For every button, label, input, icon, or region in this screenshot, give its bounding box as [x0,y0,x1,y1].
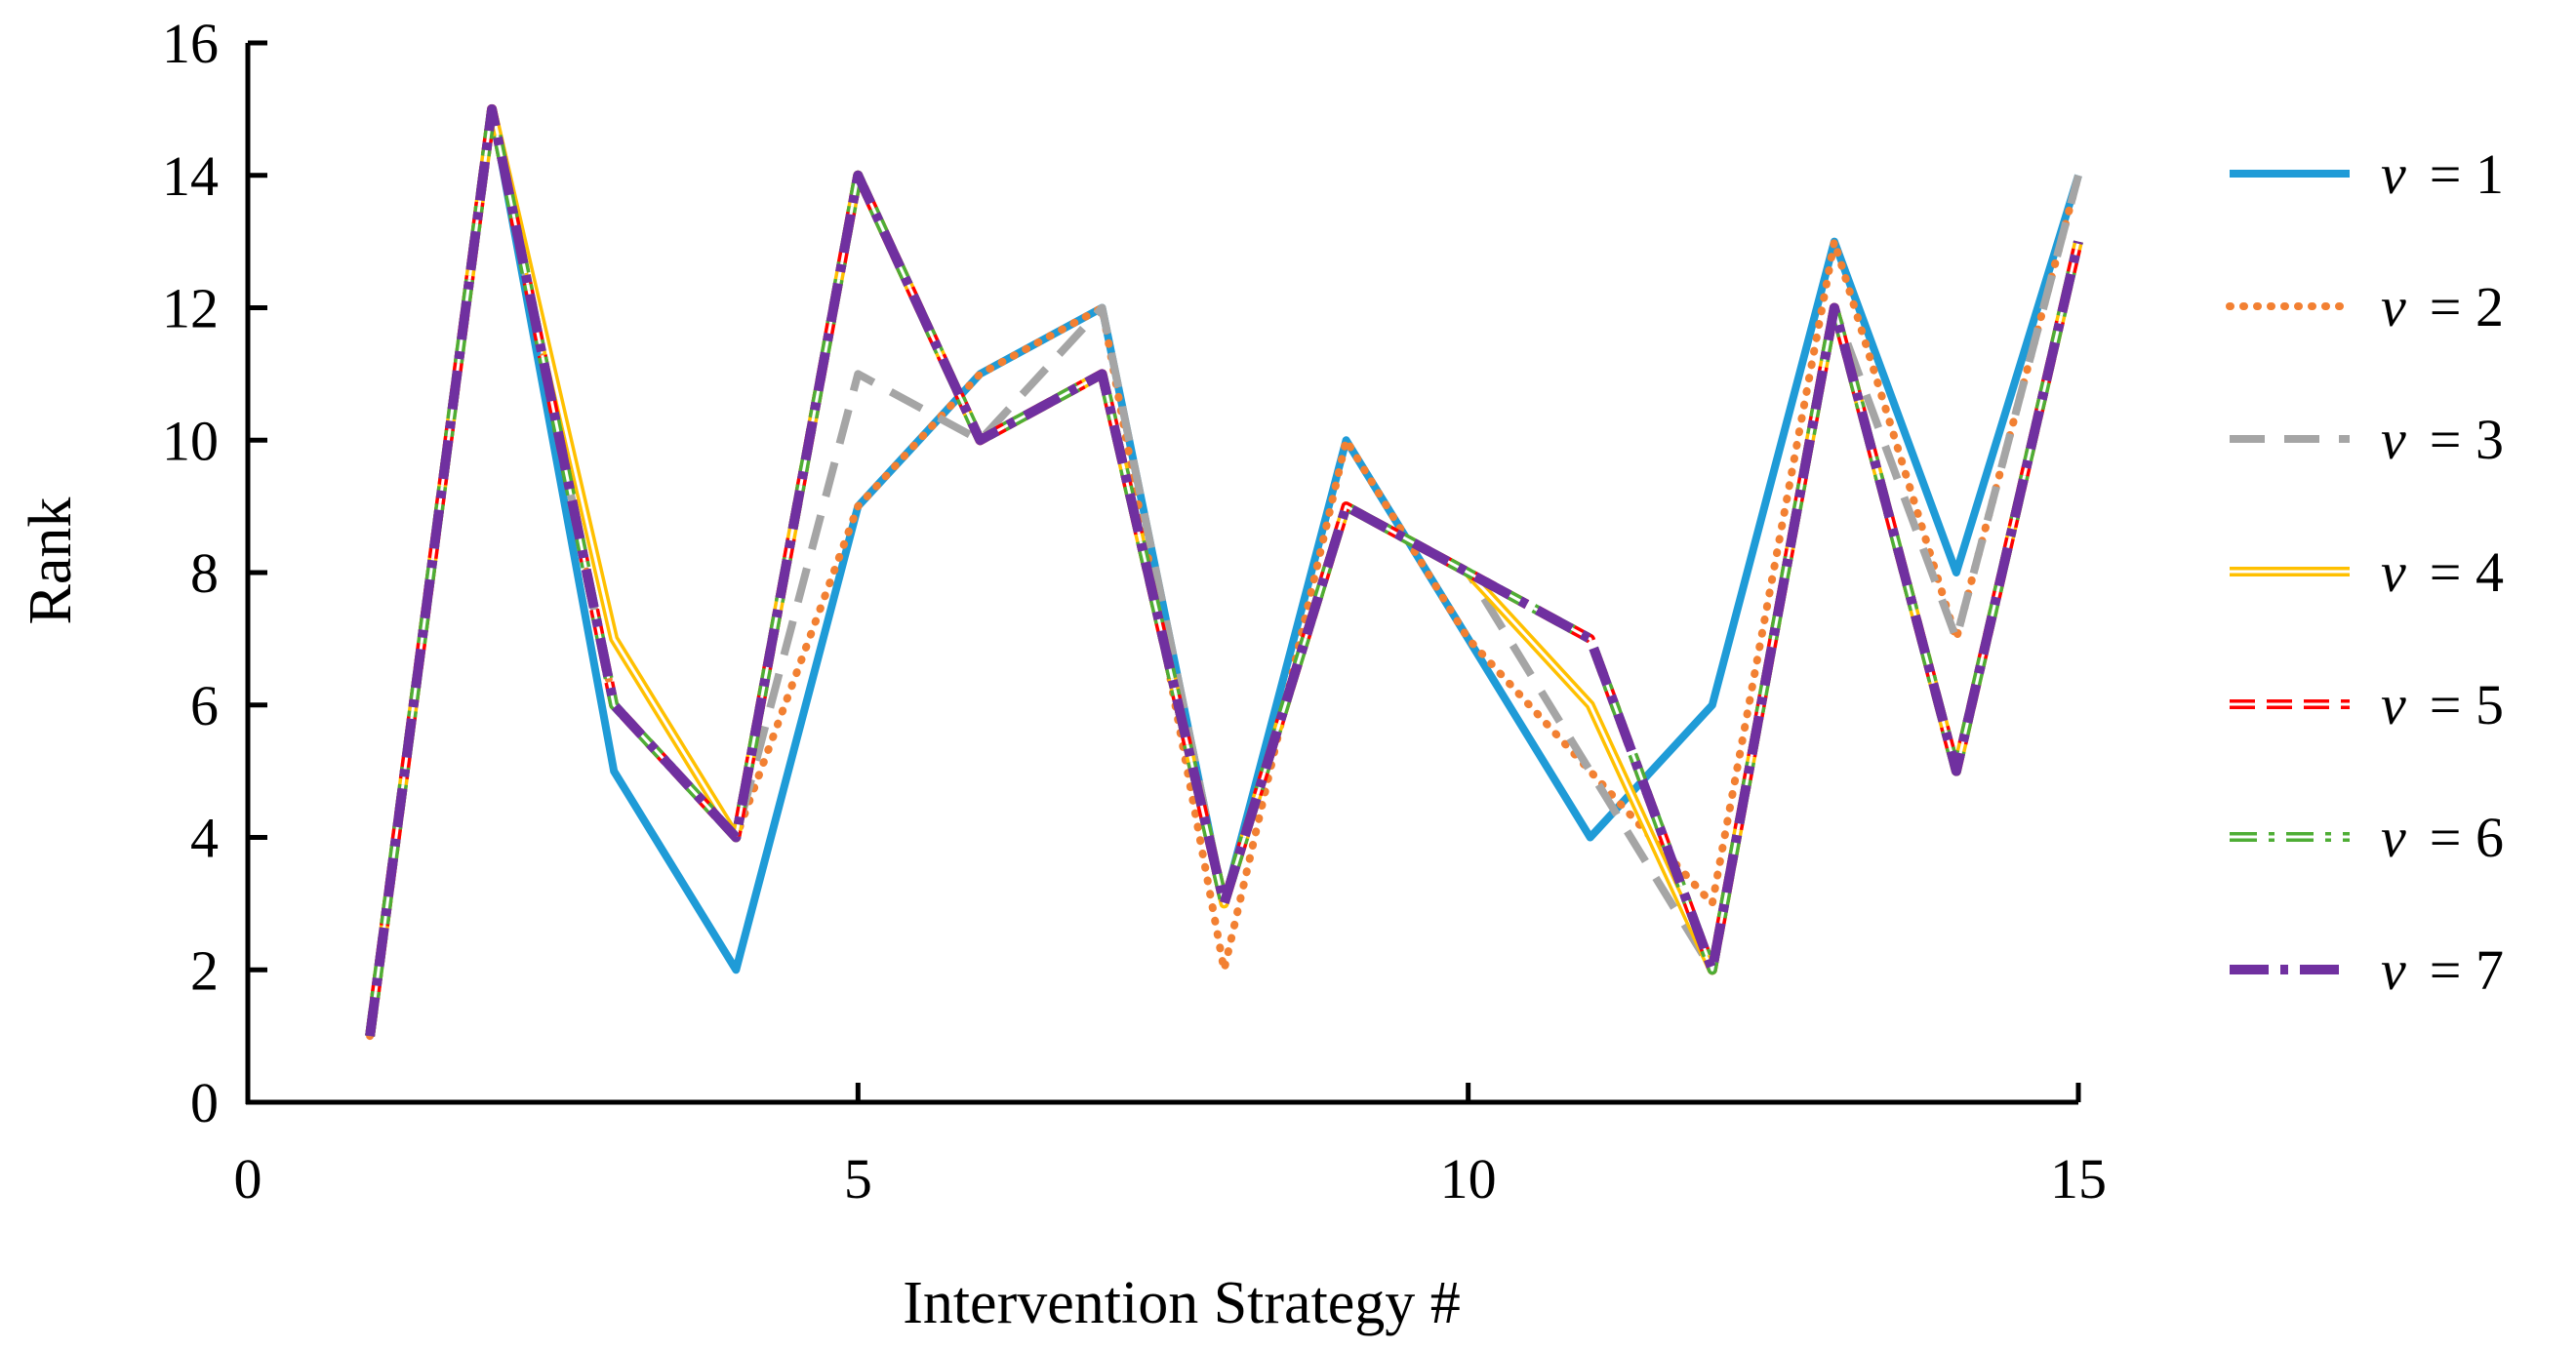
y-tick-label: 6 [190,674,219,737]
x-tick-label: 10 [1440,1147,1497,1211]
legend: v = 1 v = 2 v = 3 v = 4 v = 5 v = 6 v = 7 [2226,142,2504,1002]
x-axis-title: Intervention Strategy # [903,1270,1461,1336]
y-tick-label: 12 [162,277,219,340]
series-2 [366,104,2082,1041]
y-tick-label: 8 [190,541,219,605]
legend-label: v = 7 [2381,938,2504,1002]
y-tick-label: 4 [190,807,219,870]
legend-label: v = 6 [2381,806,2504,869]
y-tick-label: 16 [162,12,219,75]
x-tick-label: 0 [234,1147,262,1211]
y-tick-label: 0 [190,1071,219,1134]
x-tick-label: 5 [844,1147,872,1211]
y-tick-label: 2 [190,938,219,1002]
y-tick-label: 14 [162,144,219,208]
legend-label: v = 1 [2381,142,2504,206]
series-line [365,103,2083,1037]
series-line [366,104,2082,1041]
legend-label: v = 3 [2381,408,2504,471]
y-tick-label: 10 [162,409,219,472]
axes: 0 2 4 6 8 10 12 14 16 0 5 10 15 [162,12,2107,1211]
legend-label: v = 4 [2381,540,2504,604]
legend-label: v = 5 [2381,673,2504,736]
series-lines [365,103,2083,1041]
series-7 [365,103,2083,1037]
legend-label: v = 2 [2381,275,2504,338]
y-axis-title: Rank [18,497,84,625]
x-tick-label: 15 [2050,1147,2107,1211]
